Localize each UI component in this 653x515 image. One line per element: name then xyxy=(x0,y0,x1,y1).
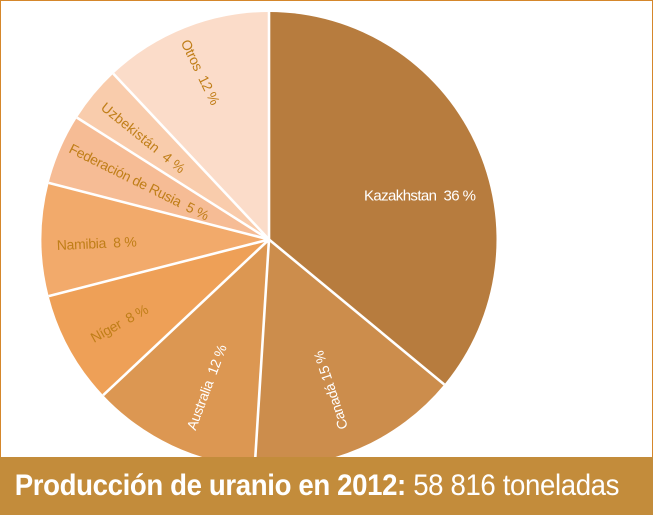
svg-text:Kazakhstan 36 %: Kazakhstan 36 % xyxy=(364,188,476,205)
svg-text:Namibia 8 %: Namibia 8 % xyxy=(56,234,136,253)
